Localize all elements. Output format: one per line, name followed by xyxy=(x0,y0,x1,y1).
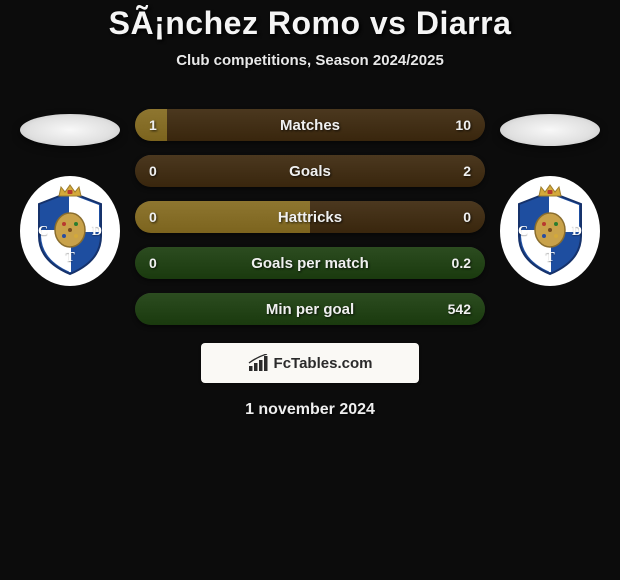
brand-link[interactable]: FcTables.com xyxy=(201,343,419,383)
crown-icon xyxy=(537,184,563,198)
stat-left-value: 1 xyxy=(149,117,157,133)
badge-letter-t: T xyxy=(545,250,554,266)
stat-left-value: 0 xyxy=(149,163,157,179)
player-avatar-left xyxy=(20,114,120,146)
badge-letter-c: C xyxy=(38,224,48,240)
badge-letter-c: C xyxy=(518,224,528,240)
badge-letter-d: D xyxy=(92,224,102,240)
stat-right-value: 0 xyxy=(463,209,471,225)
stat-label: Matches xyxy=(280,117,340,134)
main-row: C D T 1 Matches 10 0 Goals 2 0 Hattricks 0 0 Goals… xyxy=(15,109,605,325)
stat-left-value: 0 xyxy=(149,255,157,271)
crown-icon xyxy=(57,184,83,198)
stats-column: 1 Matches 10 0 Goals 2 0 Hattricks 0 0 Goals per m… xyxy=(135,109,485,325)
subtitle: Club competitions, Season 2024/2025 xyxy=(176,52,444,69)
stat-right-value: 2 xyxy=(463,163,471,179)
badge-letter-d: D xyxy=(572,224,582,240)
right-player-col: C D T xyxy=(500,109,600,286)
club-shield-icon: C D T xyxy=(31,186,109,276)
stat-right-value: 542 xyxy=(448,301,471,317)
badge-letter-t: T xyxy=(65,250,74,266)
stat-bar: 0 Hattricks 0 xyxy=(135,201,485,233)
player-avatar-right xyxy=(500,114,600,146)
stat-bar: 0 Goals per match 0.2 xyxy=(135,247,485,279)
stat-bar: 1 Matches 10 xyxy=(135,109,485,141)
stat-bar: 0 Goals 2 xyxy=(135,155,485,187)
brand-text: FcTables.com xyxy=(274,355,373,372)
date-label: 1 november 2024 xyxy=(245,401,375,419)
stat-label: Hattricks xyxy=(278,209,342,226)
stat-label: Min per goal xyxy=(266,301,354,318)
stat-label: Goals per match xyxy=(251,255,369,272)
stat-label: Goals xyxy=(289,163,331,180)
brand-chart-icon xyxy=(248,354,268,372)
page-title: SÃ¡nchez Romo vs Diarra xyxy=(109,5,512,42)
stat-bar: Min per goal 542 xyxy=(135,293,485,325)
club-badge-right: C D T xyxy=(500,176,600,286)
club-shield-icon: C D T xyxy=(511,186,589,276)
stat-right-value: 10 xyxy=(455,117,471,133)
club-badge-left: C D T xyxy=(20,176,120,286)
left-player-col: C D T xyxy=(20,109,120,286)
stat-right-value: 0.2 xyxy=(452,255,471,271)
comparison-card: SÃ¡nchez Romo vs Diarra Club competition… xyxy=(0,0,620,439)
stat-left-value: 0 xyxy=(149,209,157,225)
